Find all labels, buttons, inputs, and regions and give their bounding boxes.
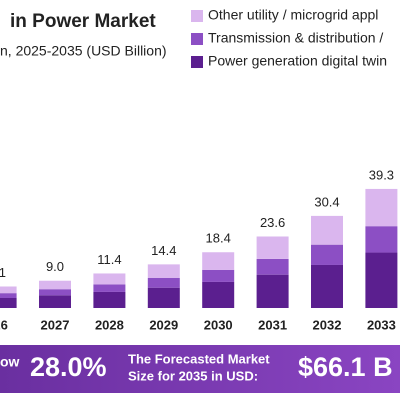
x-tick-label: 2029 [149,317,178,332]
plot-area: .1 26 9.0 2027 11.4 2028 14.4 2029 18.4 2030 23.6 2… [0,167,398,332]
cagr: 28.0% [30,352,107,382]
bar-segment [365,252,398,308]
bar-segment [0,298,17,308]
market-size: $66.1 B [298,352,393,382]
bar-segment [39,289,71,296]
bar-segment [93,291,126,308]
value-label: .1 [0,265,6,280]
bar-segment [0,286,17,294]
bar-segment [147,278,180,288]
value-label: 39.3 [369,167,394,182]
bar-segment [0,293,17,299]
x-tick-label: 2032 [313,317,342,332]
bar-segment [256,236,289,259]
bar-segment [147,264,180,279]
bar-segment [365,226,398,253]
bar-segment [39,295,71,308]
legend-label: Transmission & distribution / [208,30,383,46]
bar-segment [202,252,235,270]
x-tick-label: 2033 [367,317,396,332]
bar-segment [147,287,180,308]
bar-segment [93,284,126,292]
legend: Other utility / microgrid appl Transmissi… [191,7,387,69]
value-label: 30.4 [314,194,339,209]
bar-segment [256,274,289,308]
banner-lead: ow [0,354,20,370]
value-label: 9.0 [46,259,64,274]
chart-subtitle: n, 2025-2035 (USD Billion) [0,43,167,59]
bar-segment [93,273,126,285]
banner-description: Size for 2035 in USD: [128,368,258,383]
legend-swatch [191,33,203,45]
x-tick-label: 2030 [204,317,233,332]
banner-description: The Forecasted Market [128,351,270,366]
bar-segment [256,258,289,275]
x-tick-label: 2028 [95,317,124,332]
value-label: 23.6 [260,215,285,230]
legend-swatch [191,56,203,68]
value-label: 18.4 [206,231,231,246]
bar-segment [39,280,71,290]
bar-segment [311,215,343,245]
bar-segment [202,281,235,308]
legend-swatch [191,10,203,22]
value-label: 11.4 [97,252,121,267]
legend-label: Power generation digital twin [208,53,387,69]
bar-segment [311,244,343,265]
legend-label: Other utility / microgrid appl [208,7,378,23]
bar-segment [311,264,343,308]
bar-segment [202,269,235,282]
x-tick-label: 2027 [41,317,70,332]
value-label: 14.4 [151,243,176,258]
bar-segment [365,188,398,227]
x-tick-label: 2031 [258,317,287,332]
x-tick-label: 26 [0,317,8,332]
chart-title: in Power Market [10,11,156,32]
banner [0,345,400,393]
